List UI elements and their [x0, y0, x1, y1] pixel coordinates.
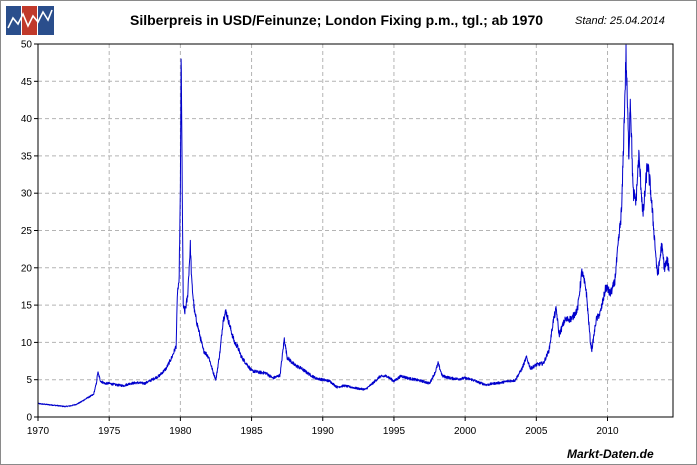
- y-tick-label: 40: [21, 114, 33, 125]
- x-tick-label: 2000: [454, 426, 477, 437]
- y-tick-label: 35: [21, 151, 33, 162]
- silver-price-line: [37, 44, 670, 408]
- x-tick-label: 1990: [312, 426, 335, 437]
- x-tick-label: 1980: [169, 426, 192, 437]
- x-tick-label: 2010: [596, 426, 619, 437]
- series-group: [37, 44, 670, 408]
- chart-trend-logo-icon: [6, 6, 54, 35]
- brand-label: Markt-Daten.de: [567, 447, 654, 461]
- x-tick-label: 1985: [240, 426, 263, 437]
- y-axis-ticks: 0 5 10 15 20 25 30 35 40 45 50: [21, 40, 38, 424]
- y-tick-label: 25: [21, 226, 33, 237]
- x-axis-ticks: 1970 1975 1980 1985 1990 1995 2000 2005 2010: [27, 417, 619, 437]
- y-tick-label: 45: [21, 77, 33, 88]
- chart-title: Silberpreis in USD/Feinunze; London Fixi…: [130, 12, 544, 28]
- y-tick-label: 20: [21, 263, 33, 274]
- axes-group: [37, 43, 674, 418]
- y-tick-label: 30: [21, 189, 33, 200]
- y-tick-label: 15: [21, 301, 33, 312]
- x-tick-label: 1970: [27, 426, 50, 437]
- x-tick-label: 1975: [98, 426, 121, 437]
- y-tick-label: 10: [21, 338, 33, 349]
- y-tick-label: 5: [26, 375, 32, 386]
- y-tick-label: 0: [26, 413, 32, 424]
- y-tick-label: 50: [21, 40, 33, 51]
- grid-lines: [38, 43, 673, 417]
- date-stamp: Stand: 25.04.2014: [575, 15, 665, 27]
- x-tick-label: 1995: [383, 426, 406, 437]
- x-tick-label: 2005: [525, 426, 548, 437]
- plot-area-border: [37, 43, 674, 418]
